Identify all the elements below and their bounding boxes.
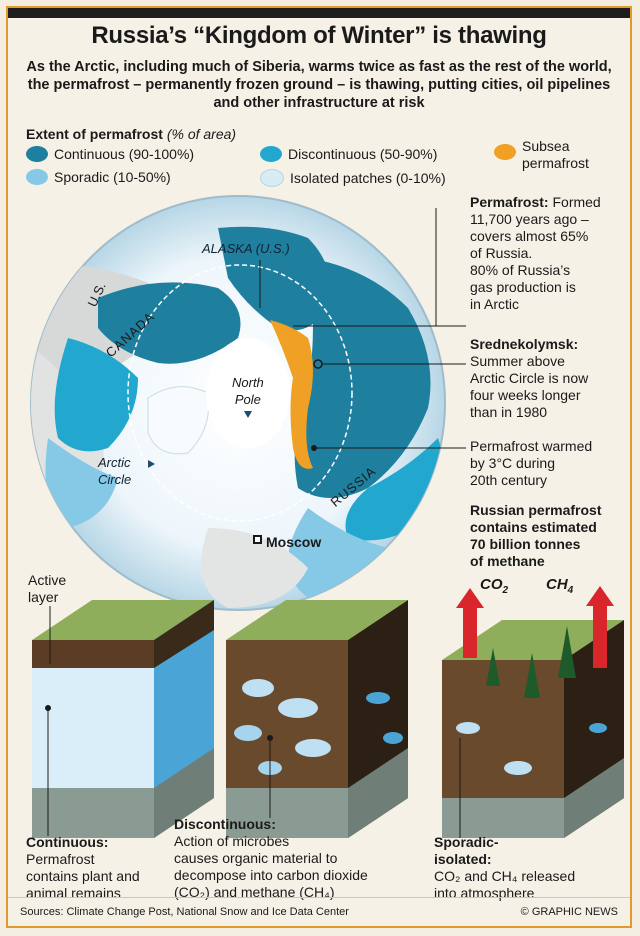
sources-text: Sources: Climate Change Post, National S…: [20, 906, 349, 918]
discontinuous-l0: Action of microbes: [174, 833, 434, 850]
block-continuous: [32, 600, 214, 838]
block2-ice1: [242, 679, 274, 697]
soil-blocks: [8, 8, 632, 928]
sporadic-caption: Sporadic- isolated: CO₂ and CH₄ released…: [434, 834, 624, 902]
ch4-text: CH: [546, 576, 568, 593]
block-discontinuous: [226, 600, 408, 838]
discontinuous-l1: causes organic material to: [174, 850, 434, 867]
active-layer-l1: layer: [28, 589, 66, 606]
footer: Sources: Climate Change Post, National S…: [8, 897, 630, 926]
block2-ice3: [234, 725, 262, 741]
block-sporadic: [442, 586, 624, 838]
continuous-l0: Permafrost: [26, 851, 186, 868]
block2-ice7: [383, 732, 403, 744]
discontinuous-l2: decompose into carbon dioxide: [174, 867, 434, 884]
active-layer-l0: Active: [28, 572, 66, 589]
discontinuous-caption: Discontinuous: Action of microbes causes…: [174, 816, 434, 901]
ch4-sub: 4: [568, 585, 574, 596]
continuous-head: Continuous:: [26, 834, 186, 851]
co2-label: CO2: [480, 576, 508, 599]
infographic-frame: Russia’s “Kingdom of Winter” is thawing …: [6, 6, 632, 928]
sporadic-head-l1: isolated:: [434, 851, 624, 868]
co2-text: CO: [480, 576, 503, 593]
block2-ice2: [278, 698, 318, 718]
block3-ice3: [589, 723, 607, 733]
credit-text: © GRAPHIC NEWS: [521, 906, 618, 918]
active-layer-label: Active layer: [28, 572, 66, 606]
discontinuous-head: Discontinuous:: [174, 816, 434, 833]
continuous-caption: Continuous: Permafrost contains plant an…: [26, 834, 186, 902]
block2-ice4: [295, 739, 331, 757]
continuous-marker: [45, 705, 51, 711]
block1-bedrock: [32, 788, 154, 838]
co2-sub: 2: [503, 585, 509, 596]
sporadic-head-l0: Sporadic-: [434, 834, 624, 851]
block2-ice6: [366, 692, 390, 704]
block3-ice1: [456, 722, 480, 734]
continuous-l1: contains plant and: [26, 868, 186, 885]
ch4-label: CH4: [546, 576, 573, 599]
discontinuous-marker: [267, 735, 273, 741]
block3-ice2: [504, 761, 532, 775]
sporadic-l0: CO₂ and CH₄ released: [434, 868, 624, 885]
